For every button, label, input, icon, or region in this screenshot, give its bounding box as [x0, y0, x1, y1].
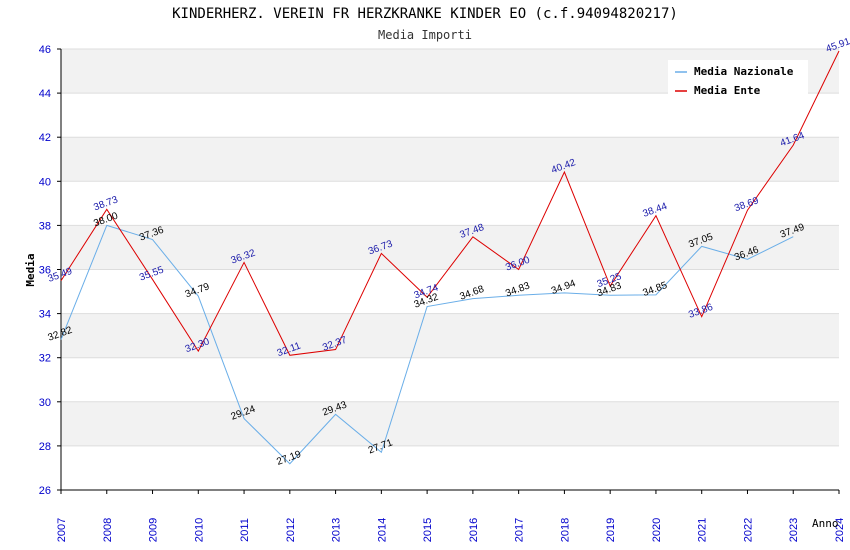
- x-tick-label: 2011: [239, 518, 251, 542]
- x-tick-label: 2008: [102, 518, 114, 542]
- y-tick-label: 40: [39, 176, 51, 188]
- x-tick-label: 2019: [605, 518, 617, 542]
- y-tick-label: 46: [39, 44, 51, 56]
- plot-band: [61, 313, 839, 358]
- y-tick-label: 32: [39, 353, 51, 365]
- legend-entry: Media Ente: [694, 84, 761, 97]
- x-tick-label: 2014: [376, 518, 388, 542]
- series-lines: [60, 50, 840, 465]
- x-tick-label: 2024: [834, 518, 846, 542]
- x-axis-label: Anno: [812, 517, 839, 530]
- x-tick-label: 2018: [559, 518, 571, 542]
- x-axis-ticks: 2007 2008 2009 2010 2011 2012 2013 2014 2015 2016…: [56, 490, 846, 542]
- series-line-media-nazionale: [60, 224, 794, 465]
- x-tick-label: 2012: [285, 518, 297, 542]
- y-axis-label: Media: [24, 253, 37, 286]
- x-tick-label: 2020: [651, 518, 663, 542]
- x-tick-label: 2023: [788, 518, 800, 542]
- y-tick-label: 42: [39, 132, 51, 144]
- legend: Media Nazionale Media Ente: [668, 60, 808, 100]
- y-axis-ticks: 26 28 30 32 34 36 38 40 42 44 46: [39, 44, 61, 497]
- y-tick-label: 26: [39, 485, 51, 497]
- x-tick-label: 2021: [697, 518, 709, 542]
- plot-band: [61, 401, 839, 446]
- x-tick-label: 2022: [742, 518, 754, 542]
- x-tick-label: 2015: [422, 518, 434, 542]
- y-tick-label: 28: [39, 441, 51, 453]
- y-tick-label: 30: [39, 397, 51, 409]
- x-tick-label: 2017: [514, 518, 526, 542]
- x-tick-label: 2013: [331, 518, 343, 542]
- chart-subtitle: Media Importi: [378, 28, 472, 42]
- series-line-media-ente: [60, 50, 840, 356]
- plot-band: [61, 357, 839, 402]
- y-tick-label: 36: [39, 265, 51, 277]
- x-tick-label: 2010: [193, 518, 205, 542]
- chart-title: KINDERHERZ. VEREIN FR HERZKRANKE KINDER …: [172, 6, 678, 22]
- y-tick-label: 44: [39, 88, 51, 100]
- x-tick-label: 2016: [468, 518, 480, 542]
- plot-band: [61, 93, 839, 138]
- plot-band: [61, 181, 839, 226]
- y-tick-label: 34: [39, 309, 51, 321]
- y-tick-label: 38: [39, 220, 51, 232]
- x-tick-label: 2009: [148, 518, 160, 542]
- legend-box: [668, 60, 808, 100]
- x-tick-label: 2007: [56, 518, 68, 542]
- plot-background: [61, 49, 839, 490]
- plot-band: [61, 269, 839, 314]
- plot-band: [61, 225, 839, 270]
- legend-entry: Media Nazionale: [694, 65, 794, 78]
- plot-band: [61, 137, 839, 182]
- plot-band: [61, 445, 839, 490]
